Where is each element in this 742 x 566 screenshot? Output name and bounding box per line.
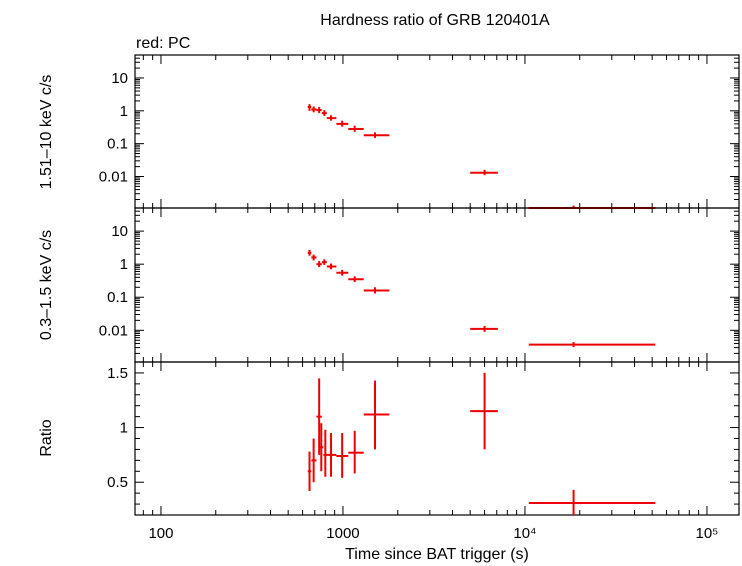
data-point-middle: [336, 269, 349, 276]
data-point-top: [307, 104, 312, 111]
data-point-middle: [363, 287, 390, 294]
y-tick-label: 0.5: [107, 474, 128, 491]
y-tick-label: 1: [120, 103, 128, 120]
y-axis-label-middle: 0.3–1.5 keV c/s: [38, 230, 55, 340]
data-point-top: [316, 107, 322, 114]
x-tick-label: 100: [148, 525, 173, 542]
data-point-bottom: [336, 433, 349, 478]
data-point-middle: [321, 259, 327, 265]
chart-subtitle: red: PC: [136, 35, 190, 52]
data-point-bottom: [316, 378, 322, 455]
data-point-top: [470, 169, 498, 176]
panel-top: 0.01 0.1 1 10: [99, 54, 740, 209]
panel-middle: 0.01 0.1 1 10: [99, 207, 740, 363]
data-point-bottom: [319, 423, 324, 472]
data-point-bottom: [311, 438, 317, 483]
y-tick-label: 1.5: [107, 365, 128, 382]
panel-bottom: 100 1000 10⁴ 10⁵ 0.5 1 1.5: [107, 361, 740, 542]
y-tick-label: 0.01: [99, 322, 128, 339]
y-tick-label: 0.01: [99, 169, 128, 186]
data-point-top: [336, 120, 349, 127]
data-point-middle: [326, 263, 337, 270]
y-tick-label: 10: [111, 223, 128, 240]
data-point-top: [311, 106, 317, 113]
chart-title: Hardness ratio of GRB 120401A: [320, 12, 550, 29]
y-axis-label-top: 1.51–10 keV c/s: [38, 75, 55, 190]
data-point-middle: [316, 260, 322, 268]
data-point-bottom: [363, 380, 390, 450]
data-point-bottom: [348, 430, 364, 474]
data-point-top: [326, 115, 337, 121]
plot-frame-bottom: [134, 361, 740, 516]
data-point-bottom: [327, 433, 337, 477]
plot-frame-middle: [134, 207, 740, 363]
data-point-top: [321, 110, 327, 116]
x-tick-label: 10⁴: [513, 525, 536, 542]
y-tick-label: 0.1: [107, 136, 128, 153]
plot-frame-top: [134, 54, 740, 209]
data-point-middle: [311, 254, 317, 261]
y-tick-label: 1: [120, 256, 128, 273]
data-point-middle: [348, 276, 364, 282]
data-point-middle: [307, 249, 312, 256]
data-point-bottom: [323, 429, 328, 477]
x-axis-label: Time since BAT trigger (s): [345, 546, 529, 563]
data-point-top: [363, 132, 390, 138]
y-tick-label: 10: [111, 70, 128, 87]
y-axis-label-bottom: Ratio: [38, 419, 55, 456]
x-tick-label: 10⁵: [695, 525, 718, 542]
y-tick-label: 1: [120, 420, 128, 437]
data-point-bottom: [307, 451, 312, 491]
data-point-top: [348, 125, 364, 132]
data-point-middle: [528, 342, 656, 348]
x-tick-label: 1000: [326, 525, 359, 542]
y-tick-label: 0.1: [107, 289, 128, 306]
data-point-middle: [470, 325, 498, 332]
data-point-bottom: [528, 489, 656, 515]
data-point-bottom: [470, 372, 498, 450]
